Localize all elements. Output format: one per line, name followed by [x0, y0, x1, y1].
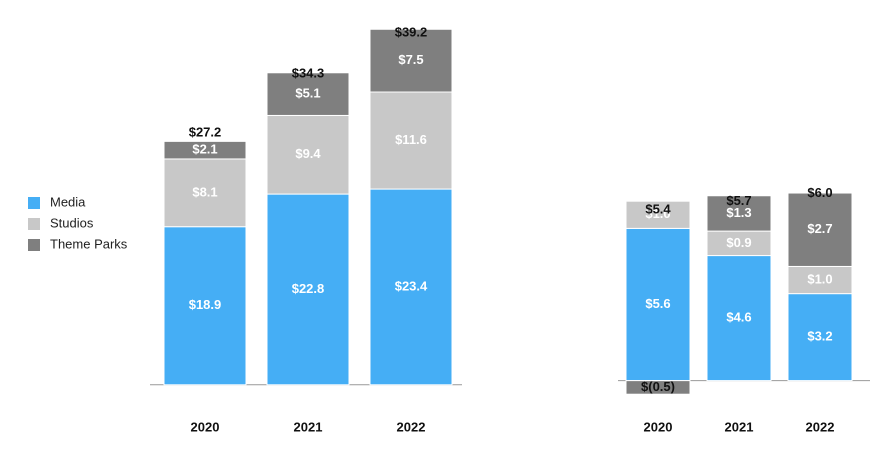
value-label: $11.6 — [395, 132, 427, 147]
x-tick-label: 2021 — [294, 419, 323, 434]
value-label: $5.6 — [645, 296, 670, 311]
total-label: $34.3 — [292, 65, 325, 80]
legend-swatch — [28, 218, 40, 230]
total-label: $27.2 — [189, 125, 222, 140]
value-label: $2.7 — [807, 221, 832, 236]
value-label: $7.5 — [398, 52, 423, 67]
bar-segment — [163, 226, 247, 386]
legend-label: Theme Parks — [50, 236, 128, 251]
value-label: $18.9 — [189, 297, 222, 312]
x-tick-label: 2020 — [191, 419, 220, 434]
bar-segment — [369, 188, 453, 386]
bar-segment — [266, 114, 350, 195]
bar-segment — [369, 28, 453, 93]
bar-segment — [163, 140, 247, 160]
bar-segment — [787, 265, 853, 295]
value-label: $1.3 — [726, 205, 751, 220]
bar-segment — [787, 192, 853, 267]
bar-segment — [706, 255, 772, 382]
x-tick-label: 2022 — [806, 419, 835, 434]
value-label: $3.2 — [807, 329, 832, 344]
value-label: $1.0 — [645, 206, 670, 221]
total-label: $39.2 — [395, 24, 428, 39]
value-label: $4.6 — [726, 310, 751, 325]
total-label: $5.4 — [645, 201, 671, 216]
x-tick-label: 2022 — [397, 419, 426, 434]
bar-segment — [787, 293, 853, 382]
x-tick-label: 2021 — [725, 419, 754, 434]
bar-segment — [625, 227, 691, 382]
bar-segment — [266, 193, 350, 386]
bar-segment — [369, 91, 453, 190]
legend-swatch — [28, 239, 40, 251]
value-label: $1.0 — [807, 271, 832, 286]
bar-segment — [163, 158, 247, 228]
x-tick-label: 2020 — [644, 419, 673, 434]
bar-segment — [706, 195, 772, 232]
legend-swatch — [28, 197, 40, 209]
value-label: $5.1 — [295, 86, 320, 101]
bar-segment — [266, 72, 350, 116]
value-label: $23.4 — [395, 278, 428, 293]
total-label: $6.0 — [807, 185, 832, 200]
bar-segment — [625, 200, 691, 229]
value-label: $9.4 — [295, 146, 321, 161]
value-label: $22.8 — [292, 281, 325, 296]
bar-segment — [625, 380, 691, 395]
value-label: $2.1 — [192, 142, 217, 157]
total-label: $5.7 — [726, 193, 751, 208]
value-label: $8.1 — [192, 184, 217, 199]
value-label: $(0.5) — [641, 379, 675, 394]
legend-label: Media — [50, 194, 86, 209]
legend-label: Studios — [50, 215, 94, 230]
value-label: $0.9 — [726, 235, 751, 250]
